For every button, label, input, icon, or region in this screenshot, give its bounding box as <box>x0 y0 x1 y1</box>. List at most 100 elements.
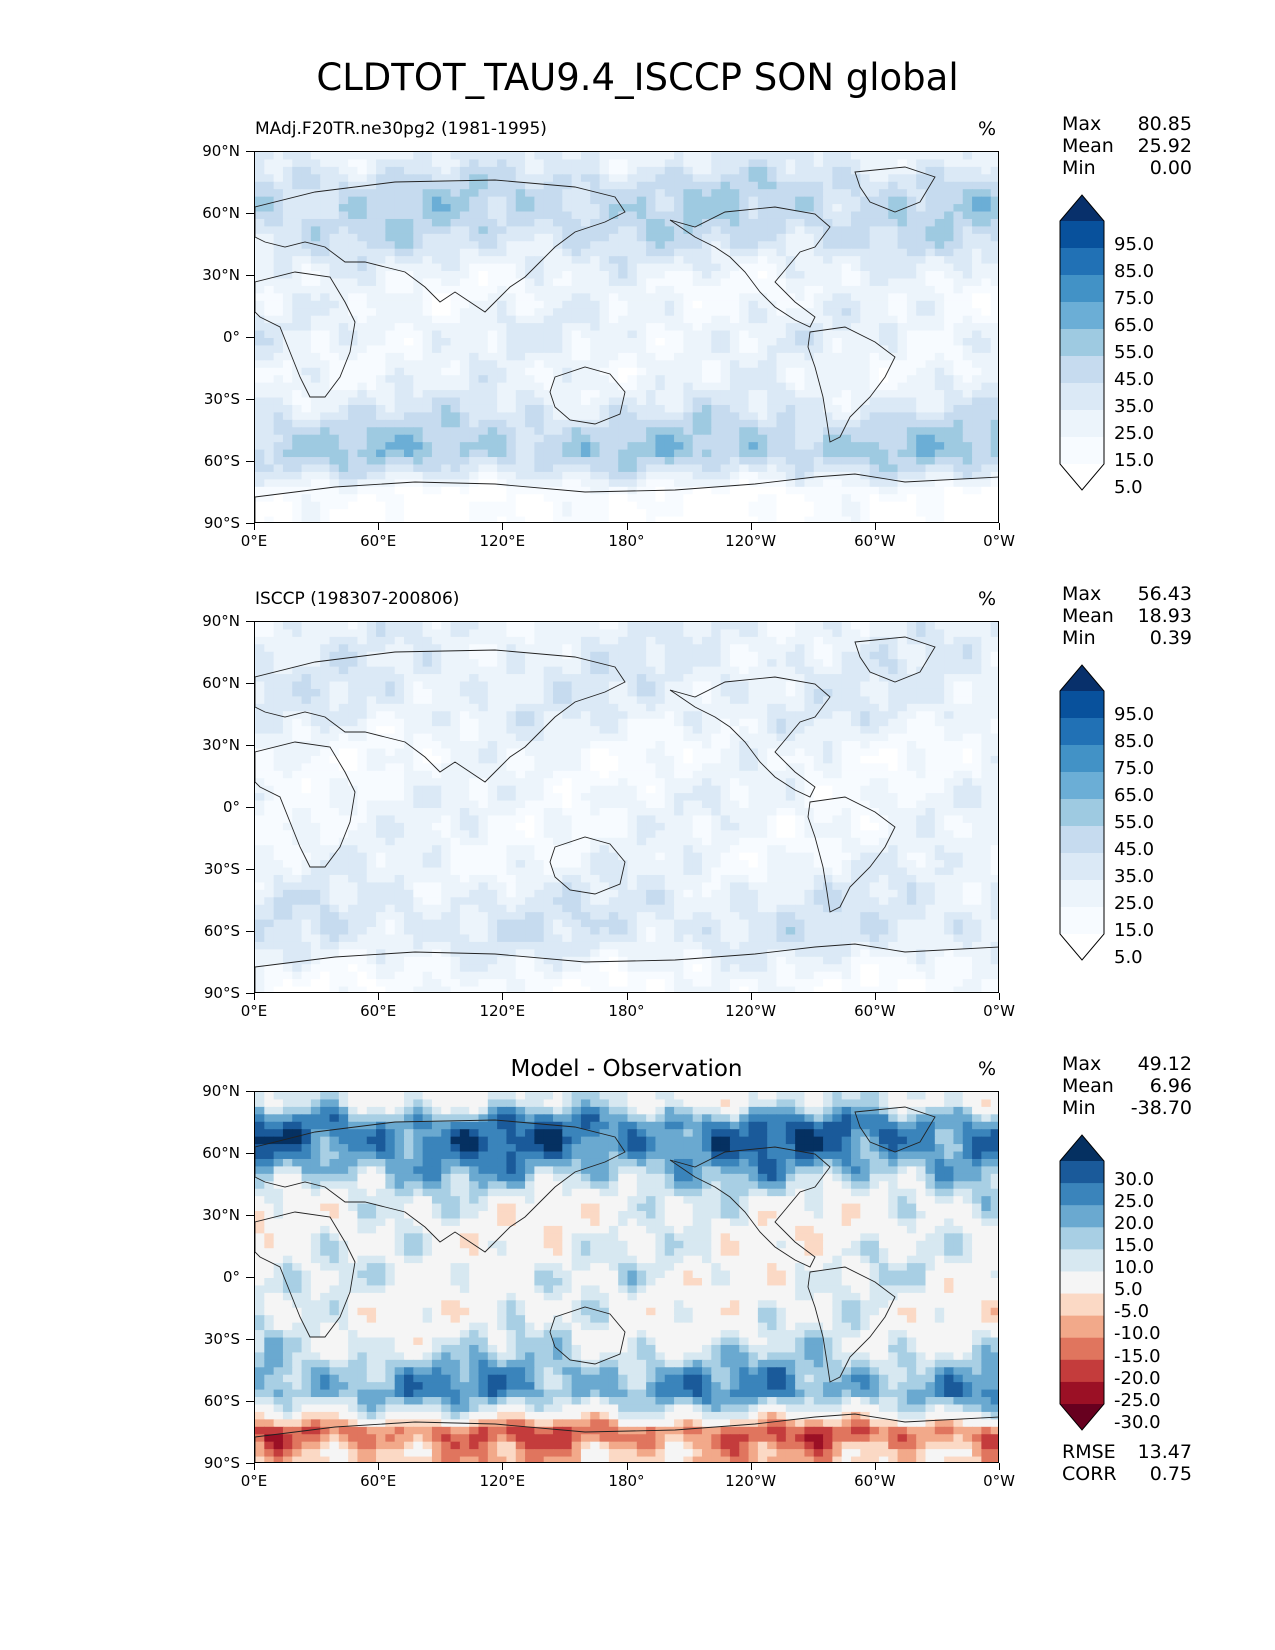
heatmap-cell <box>832 293 843 302</box>
heatmap-cell <box>897 323 908 332</box>
heatmap-cell <box>497 189 508 198</box>
heatmap-cell <box>972 308 982 317</box>
heatmap-cell <box>580 345 591 354</box>
heatmap-cell <box>534 278 545 287</box>
heatmap-cell <box>674 457 684 466</box>
panel-observation: ISCCP (198307-200806) % Max 56.43 Mean 18.… <box>0 580 1275 1050</box>
heatmap-cell <box>944 464 955 473</box>
heatmap-cell <box>618 226 629 235</box>
heatmap-cell <box>422 382 433 391</box>
heatmap-cell <box>944 622 955 631</box>
heatmap-cell <box>636 241 647 250</box>
heatmap-cell <box>431 486 442 495</box>
heatmap-cell <box>255 382 265 391</box>
heatmap-cell <box>692 256 703 265</box>
heatmap-cell <box>394 159 405 168</box>
heatmap-cell <box>702 360 712 369</box>
heatmap-cell <box>702 241 712 250</box>
heatmap-cell <box>487 412 498 421</box>
heatmap-cell <box>618 315 629 324</box>
heatmap-cell <box>562 501 573 510</box>
heatmap-cell <box>404 189 414 198</box>
heatmap-cell <box>543 233 554 242</box>
heatmap-cell <box>515 204 526 213</box>
heatmap-cell <box>608 278 619 287</box>
heatmap-cell <box>478 375 489 384</box>
heatmap-cell <box>674 375 684 384</box>
heatmap-cell <box>450 674 461 683</box>
heatmap-cell <box>972 293 982 302</box>
heatmap-cell <box>739 494 750 503</box>
heatmap-cell <box>990 293 998 302</box>
heatmap-cell <box>329 659 340 668</box>
heatmap-cell <box>646 174 657 183</box>
heatmap-cell <box>366 419 377 428</box>
heatmap-cell <box>450 278 461 287</box>
heatmap-cell <box>385 434 396 443</box>
heatmap-cell <box>944 338 955 347</box>
heatmap-cell <box>478 166 489 175</box>
heatmap-cell <box>515 218 526 227</box>
heatmap-cell <box>320 629 331 638</box>
heatmap-cell <box>459 308 470 317</box>
heatmap-cell <box>860 688 871 697</box>
heatmap-cell <box>953 471 964 480</box>
heatmap-cell <box>599 434 610 443</box>
heatmap-cell <box>841 449 852 458</box>
heatmap-cell <box>422 412 433 421</box>
heatmap-cell <box>636 696 647 705</box>
heatmap-cell <box>385 256 396 265</box>
heatmap-cell <box>823 516 833 522</box>
heatmap-cell <box>878 464 889 473</box>
heatmap-cell <box>702 509 712 518</box>
heatmap-cell <box>804 375 815 384</box>
heatmap-cell <box>599 651 610 660</box>
heatmap-cell <box>925 367 936 376</box>
heatmap-cell <box>636 419 647 428</box>
heatmap-cell <box>655 449 666 458</box>
heatmap-cell <box>282 629 293 638</box>
colorbar-tick-label: 85.0 <box>1114 261 1155 283</box>
heatmap-cell <box>292 174 303 183</box>
heatmap-cell <box>329 352 340 361</box>
heatmap-cell <box>422 315 433 324</box>
heatmap-cell <box>282 360 293 369</box>
heatmap-cell <box>720 315 731 324</box>
heatmap-cell <box>431 516 442 522</box>
heatmap-cell <box>404 419 414 428</box>
heatmap-cell <box>851 404 861 413</box>
heatmap-cell <box>506 644 517 653</box>
heatmap-cell <box>292 271 303 280</box>
heatmap-cell <box>646 211 657 220</box>
heatmap-cell <box>888 390 899 399</box>
heatmap-cell <box>813 674 824 683</box>
heatmap-cell <box>301 211 312 220</box>
heatmap-cell <box>599 509 610 518</box>
heatmap-cell <box>990 345 998 354</box>
heatmap-cell <box>785 271 796 280</box>
heatmap-cell <box>804 345 815 354</box>
heatmap-cell <box>404 166 414 175</box>
heatmap-cell <box>273 330 284 339</box>
heatmap-cell <box>534 293 545 302</box>
heatmap-cell <box>385 449 396 458</box>
heatmap-cell <box>953 629 964 638</box>
heatmap-cell <box>404 464 414 473</box>
heatmap-cell <box>925 404 936 413</box>
heatmap-cell <box>683 404 694 413</box>
heatmap-cell <box>580 486 591 495</box>
heatmap-cell <box>431 629 442 638</box>
heatmap-cell <box>795 442 806 451</box>
heatmap-cell <box>729 696 740 705</box>
heatmap-cell <box>450 703 461 712</box>
heatmap-cell <box>832 218 843 227</box>
heatmap-cell <box>711 196 722 205</box>
heatmap-cell <box>785 659 796 668</box>
heatmap-cell <box>832 696 843 705</box>
heatmap-cell <box>282 486 293 495</box>
heatmap-cell <box>478 494 489 503</box>
heatmap-cell <box>282 315 293 324</box>
heatmap-cell <box>264 501 275 510</box>
heatmap-cell <box>804 226 815 235</box>
heatmap-cell <box>459 315 470 324</box>
